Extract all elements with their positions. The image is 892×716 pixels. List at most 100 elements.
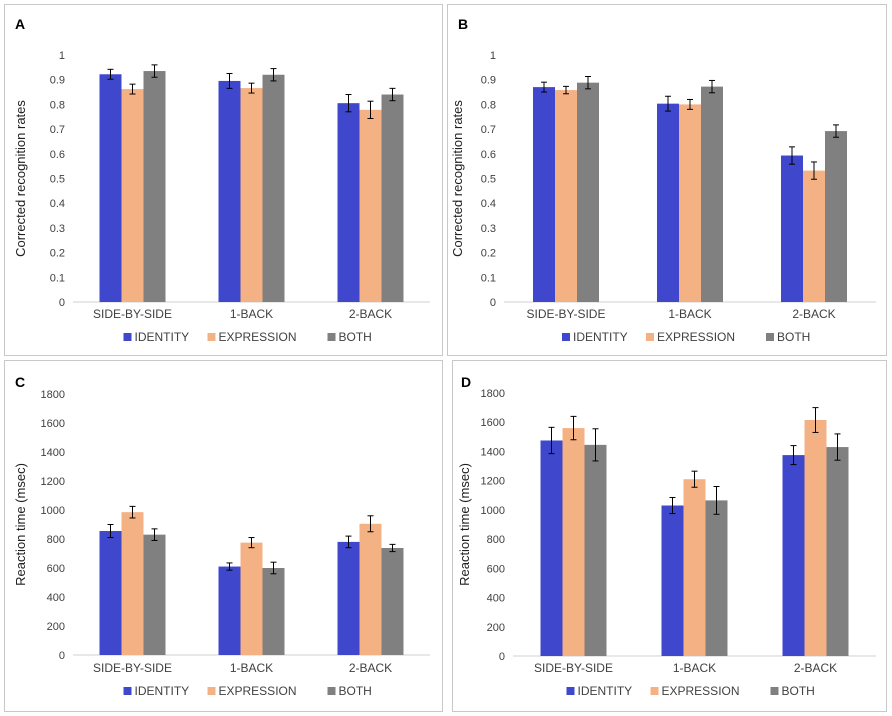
bar-both-1-back (705, 500, 728, 656)
y-tick-label: 0.1 (481, 272, 496, 284)
legend-swatch-identity (562, 333, 570, 341)
bar-expression-2-back (359, 109, 382, 302)
y-tick-label: 0.8 (50, 99, 65, 111)
bar-expression-1-back (240, 88, 263, 303)
y-tick-label: 1600 (41, 418, 65, 430)
x-category-label: 1-BACK (668, 307, 711, 321)
legend-swatch-both (327, 333, 336, 341)
y-tick-label: 800 (47, 534, 65, 546)
bar-both-side-by-side (577, 82, 599, 302)
y-tick-label: 1600 (481, 417, 505, 429)
bar-both-2-back (381, 94, 404, 303)
y-tick-label: 1000 (481, 505, 505, 517)
legend-swatch-identity (566, 687, 575, 695)
bar-expression-1-back (240, 542, 263, 655)
y-tick-label: 1200 (481, 476, 505, 488)
bar-identity-2-back (337, 103, 360, 302)
bar-expression-side-by-side (555, 90, 577, 302)
panel-b: B 0 0.1 0.2 0.3 0.4 0.5 0.6 0.7 0.8 0.9 1 Corrected … (447, 4, 887, 356)
bar-identity-1-back (218, 80, 241, 302)
y-tick-label: 600 (47, 563, 65, 575)
bar-identity-side-by-side (540, 440, 563, 656)
bar-identity-2-back (781, 155, 803, 302)
panel-c: C 0 200 400 600 800 1000 1200 1400 1600 1800 Reacti… (4, 360, 443, 712)
y-tick-label: 0.7 (50, 124, 65, 136)
x-category-label: 2-BACK (349, 661, 392, 675)
y-tick-label: 200 (487, 622, 505, 634)
bar-both-2-back (825, 131, 847, 302)
y-tick-label: 200 (47, 621, 65, 633)
legend-label-expression: EXPRESSION (219, 330, 297, 344)
y-tick-label: 1 (490, 50, 496, 62)
legend-swatch-expression (646, 333, 654, 341)
y-tick-label: 1800 (41, 389, 65, 401)
x-category-label: 1-BACK (230, 661, 273, 675)
y-axis-label: Reaction time (msec) (457, 463, 472, 586)
x-category-label: SIDE-BY-SIDE (534, 661, 613, 675)
y-tick-label: 0 (499, 651, 505, 663)
y-tick-label: 0.5 (481, 174, 496, 186)
bar-expression-2-back (359, 523, 382, 655)
x-category-label: 1-BACK (673, 661, 716, 675)
bar-both-2-back (826, 447, 849, 656)
y-tick-label: 400 (47, 592, 65, 604)
y-tick-label: 0 (490, 297, 496, 309)
panel-letter: B (458, 16, 468, 32)
bar-expression-side-by-side (121, 89, 144, 302)
chart-d: D 0 200 400 600 800 1000 1200 1400 1600 1800 Reacti… (457, 374, 876, 698)
bar-both-1-back (701, 86, 723, 302)
panel-d: D 0 200 400 600 800 1000 1200 1400 1600 1800 Reacti… (452, 360, 887, 712)
bar-both-1-back (262, 568, 285, 655)
bar-identity-1-back (661, 505, 684, 656)
y-tick-label: 1800 (481, 388, 505, 400)
legend-swatch-expression (650, 687, 659, 695)
y-tick-label: 0.1 (50, 272, 65, 284)
bar-identity-1-back (218, 566, 241, 655)
legend-swatch-both (327, 687, 336, 695)
bar-expression-side-by-side (562, 428, 585, 656)
x-category-label: 2-BACK (794, 661, 837, 675)
legend-label-expression: EXPRESSION (657, 330, 735, 344)
bar-expression-2-back (803, 170, 825, 302)
legend-label-both: BOTH (782, 684, 815, 698)
y-axis-label: Corrected recognition rates (450, 100, 465, 257)
bar-identity-side-by-side (533, 87, 555, 302)
y-tick-label: 0.3 (481, 223, 496, 235)
x-category-label: SIDE-BY-SIDE (93, 307, 172, 321)
bar-both-side-by-side (584, 444, 607, 656)
y-tick-label: 800 (487, 534, 505, 546)
y-axis-label: Corrected recognition rates (13, 100, 28, 257)
y-tick-label: 0 (59, 297, 65, 309)
bar-identity-2-back (782, 455, 805, 656)
y-tick-label: 0.7 (481, 124, 496, 136)
panel-letter: C (15, 374, 25, 390)
y-tick-label: 0.3 (50, 223, 65, 235)
legend-swatch-expression (207, 333, 216, 341)
bar-both-2-back (381, 547, 404, 655)
x-category-label: SIDE-BY-SIDE (527, 307, 606, 321)
y-tick-label: 0.5 (50, 174, 65, 186)
y-tick-label: 1200 (41, 476, 65, 488)
panel-letter: A (15, 16, 25, 32)
y-tick-label: 0 (59, 650, 65, 662)
y-tick-label: 1 (59, 50, 65, 62)
y-tick-label: 0.9 (481, 75, 496, 87)
y-tick-label: 0.8 (481, 99, 496, 111)
y-tick-label: 0.6 (50, 149, 65, 161)
chart-c: C 0 200 400 600 800 1000 1200 1400 1600 1800 Reacti… (13, 374, 430, 698)
chart-a: A 0 0.1 0.2 0.3 0.4 0.5 0.6 0.7 0.8 0.9 1 Corrected … (13, 16, 430, 344)
y-tick-label: 1400 (481, 446, 505, 458)
x-category-label: 1-BACK (230, 307, 273, 321)
panel-a: A 0 0.1 0.2 0.3 0.4 0.5 0.6 0.7 0.8 0.9 1 Corrected … (4, 4, 443, 356)
y-tick-label: 1000 (41, 505, 65, 517)
x-category-label: 2-BACK (349, 307, 392, 321)
bar-identity-side-by-side (99, 531, 122, 655)
legend-label-identity: IDENTITY (135, 330, 190, 344)
y-tick-label: 0.9 (50, 75, 65, 87)
y-tick-label: 0.4 (50, 198, 65, 210)
legend-swatch-both (770, 687, 779, 695)
y-axis-label: Reaction time (msec) (13, 463, 28, 586)
bar-expression-1-back (683, 479, 706, 656)
bar-expression-side-by-side (121, 512, 144, 655)
y-tick-label: 0.4 (481, 198, 496, 210)
